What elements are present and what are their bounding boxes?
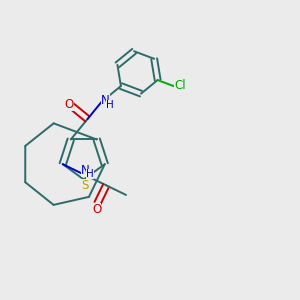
Text: N: N: [81, 164, 90, 177]
Text: O: O: [64, 98, 74, 111]
Text: S: S: [82, 179, 89, 192]
Text: O: O: [92, 203, 101, 216]
Text: H: H: [86, 169, 94, 179]
Text: Cl: Cl: [174, 79, 186, 92]
Text: H: H: [106, 100, 114, 110]
Text: N: N: [101, 94, 110, 107]
